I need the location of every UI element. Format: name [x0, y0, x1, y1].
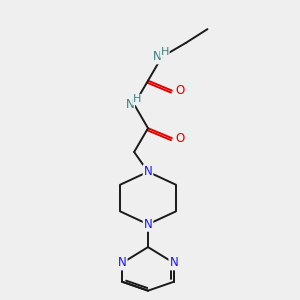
- Text: N: N: [144, 165, 152, 178]
- Text: N: N: [153, 50, 162, 63]
- Text: N: N: [144, 218, 152, 231]
- Text: O: O: [175, 84, 184, 97]
- Text: N: N: [118, 256, 127, 269]
- Text: H: H: [133, 94, 141, 104]
- Text: H: H: [161, 47, 169, 57]
- Text: N: N: [125, 98, 134, 111]
- Text: N: N: [169, 256, 178, 269]
- Text: O: O: [175, 132, 184, 145]
